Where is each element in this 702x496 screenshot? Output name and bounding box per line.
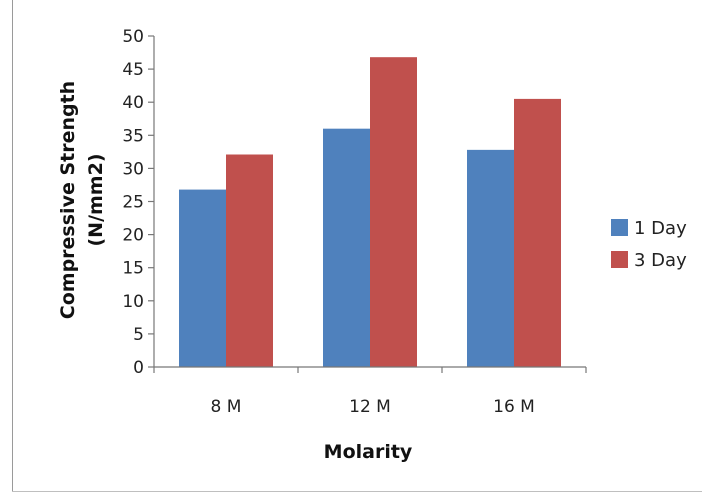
y-tick-label: 5	[133, 325, 144, 345]
y-tick-label: 25	[122, 193, 144, 213]
legend-label-1-day: 1 Day	[634, 218, 687, 239]
y-tick-label: 15	[122, 259, 144, 279]
bar-3-day-16-m	[514, 98, 561, 367]
y-axis-title: Compressive Strength (N/mm2)	[57, 81, 107, 319]
y-tick-label: 45	[122, 60, 144, 80]
legend-label-3-day: 3 Day	[634, 250, 687, 271]
y-axis-title-line-2: (N/mm2)	[85, 153, 107, 246]
legend-swatch-1-day	[611, 219, 628, 236]
bar-1-day-8-m	[179, 189, 226, 367]
page-left-border	[12, 0, 13, 492]
x-tick-label: 8 M	[211, 397, 242, 417]
legend: 1 Day 3 Day	[611, 218, 687, 271]
x-axis-ticks: 8 M 12 M 16 M	[153, 367, 587, 417]
page-bottom-border	[12, 491, 702, 492]
bar-3-day-12-m	[370, 57, 417, 368]
x-tick-label: 16 M	[493, 397, 535, 417]
y-tick-label: 20	[122, 226, 144, 246]
x-axis-title: Molarity	[324, 441, 413, 463]
y-tick-label: 30	[122, 159, 144, 179]
y-tick-label: 0	[133, 358, 144, 378]
bar-1-day-16-m	[467, 149, 514, 367]
axes	[153, 36, 586, 368]
y-tick-label: 35	[122, 126, 144, 146]
y-axis-title-line-1: Compressive Strength	[57, 81, 79, 319]
bar-1-day-12-m	[323, 128, 370, 367]
y-axis-ticks: 0 5 10 15 20 25 30 35 40 45 50	[122, 27, 154, 378]
bar-series	[179, 57, 561, 368]
legend-swatch-3-day	[611, 251, 628, 268]
y-tick-label: 40	[122, 93, 144, 113]
y-tick-label: 50	[122, 27, 144, 47]
x-tick-label: 12 M	[349, 397, 391, 417]
y-tick-label: 10	[122, 292, 144, 312]
bar-3-day-8-m	[226, 154, 273, 367]
